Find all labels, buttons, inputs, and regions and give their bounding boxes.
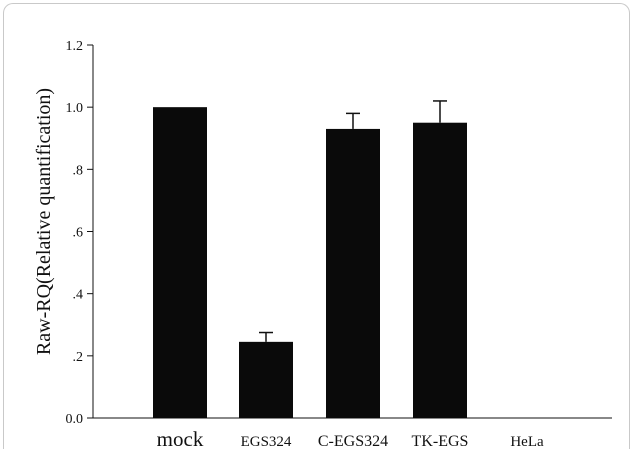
bar-mock — [153, 107, 207, 419]
bar-tk-egs — [413, 122, 467, 418]
x-tick-label: mock — [157, 427, 204, 450]
y-tick-label: .6 — [73, 226, 84, 241]
bar-c-egs324 — [326, 128, 380, 419]
y-tick-label: .4 — [73, 288, 84, 303]
y-tick-label: .2 — [73, 350, 84, 365]
x-tick-label: HeLa — [510, 434, 544, 450]
x-tick-label: TK-EGS — [412, 433, 469, 450]
y-tick-label: .8 — [73, 163, 84, 178]
x-tick-label: C-EGS324 — [318, 433, 388, 450]
y-axis-title: Raw-RQ(Relative quantification) — [33, 88, 55, 355]
y-tick-label: 0.0 — [66, 412, 84, 427]
y-tick-label: 1.2 — [66, 39, 84, 54]
figure-frame — [3, 3, 630, 449]
y-tick-label: 1.0 — [66, 101, 84, 116]
x-tick-label: EGS324 — [241, 434, 292, 450]
bar-egs324 — [239, 341, 293, 418]
